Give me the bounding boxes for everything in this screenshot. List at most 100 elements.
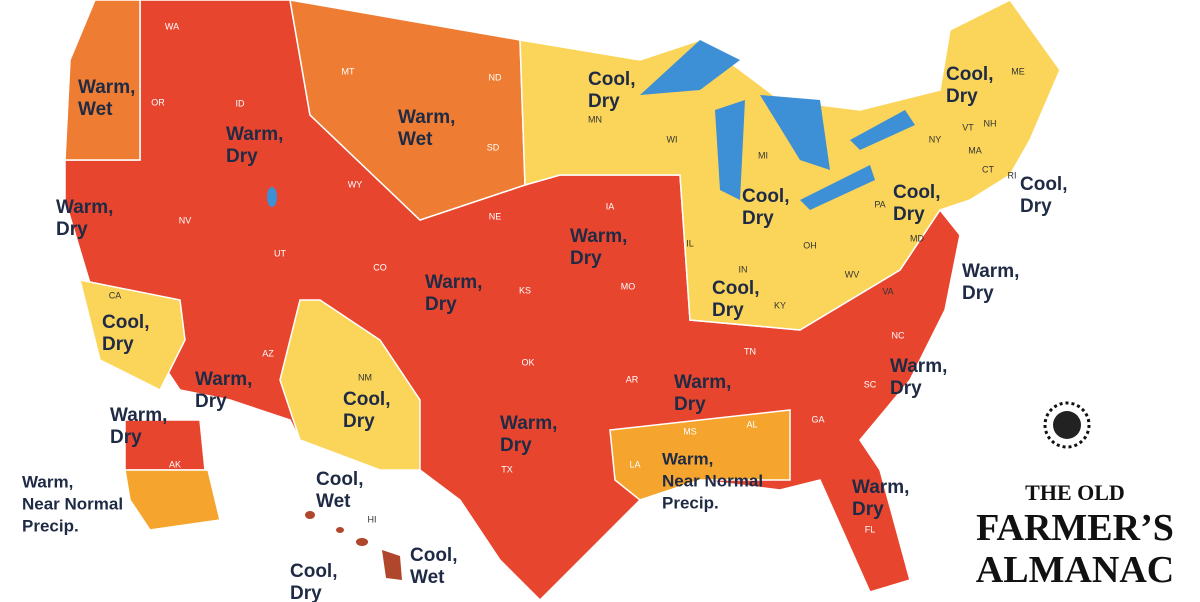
region-label: Dry	[290, 583, 322, 602]
state-label: MT	[342, 66, 355, 76]
state-label: UT	[274, 248, 286, 258]
region-label: Warm,	[226, 124, 283, 145]
region-labels: Warm,Wet Warm,WetCool,DryCool,DryWarm,Dry…	[22, 64, 1068, 602]
region-label: Cool,	[316, 469, 364, 490]
lake	[267, 187, 277, 207]
logo-text: ALMANAC	[976, 549, 1174, 591]
state-label: WA	[165, 21, 179, 31]
region-label: Wet	[410, 567, 445, 588]
region-label: Dry	[1020, 196, 1052, 217]
state-label: NV	[179, 215, 192, 225]
region-label: Warm,	[78, 77, 135, 98]
warm-wet-region	[289, 0, 526, 221]
region-label: Dry	[56, 219, 88, 240]
state-label: ID	[236, 98, 246, 108]
region-label: Dry	[425, 294, 457, 315]
region-label: Near Normal	[662, 471, 763, 490]
regions	[64, 0, 1061, 602]
near-normal-region	[609, 409, 791, 501]
region-label: Wet	[398, 129, 433, 150]
region-label: Warm,	[852, 477, 909, 498]
region-label: Warm,	[425, 272, 482, 293]
region-label: Dry	[570, 248, 602, 269]
region-label: Dry	[588, 91, 620, 112]
logo: THE OLD FARMER’S ALMANAC	[976, 401, 1174, 591]
state-label: AK	[169, 459, 181, 469]
alaska-near-normal	[124, 469, 221, 531]
region-label: Cool,	[712, 278, 760, 299]
region-label: Cool,	[410, 545, 458, 566]
island	[382, 550, 402, 580]
region-label: Cool,	[946, 64, 994, 85]
state-label: WV	[845, 269, 860, 279]
state-label: SC	[864, 379, 877, 389]
region-label: Warm,	[962, 261, 1019, 282]
state-label: IA	[606, 201, 615, 211]
state-label: PA	[874, 199, 885, 209]
region-label: Warm,	[195, 369, 252, 390]
region-label: Dry	[712, 300, 744, 321]
state-label: CO	[373, 262, 387, 272]
state-label: AZ	[262, 348, 274, 358]
lake	[800, 165, 875, 210]
state-label: AL	[746, 419, 757, 429]
region-label: Cool,	[1020, 174, 1068, 195]
region-label: Cool,	[588, 69, 636, 90]
state-labels: WA OR ID MT ND MN WI MI NY VT NH ME MA C…	[109, 21, 1025, 534]
region-label: Cool,	[343, 389, 391, 410]
state-label: TN	[744, 346, 756, 356]
state-label: NC	[892, 330, 905, 340]
region-label: Dry	[110, 427, 142, 448]
state-label: OH	[803, 240, 817, 250]
region-label: Dry	[226, 146, 258, 167]
state-label: MO	[621, 281, 636, 291]
region-label: Warm,	[890, 356, 947, 377]
state-label: GA	[811, 414, 824, 424]
region-label: Dry	[343, 411, 375, 432]
region-label: Dry	[195, 391, 227, 412]
region-label: Precip.	[662, 493, 719, 512]
region-label: Cool,	[290, 561, 338, 582]
region-label: Cool,	[742, 186, 790, 207]
state-label: NH	[984, 118, 997, 128]
logo-text: THE OLD	[1025, 480, 1125, 505]
state-label: WI	[667, 134, 678, 144]
lake	[760, 95, 830, 170]
region-label: Dry	[946, 86, 978, 107]
warm-wet-region	[64, 0, 141, 161]
state-label: OR	[151, 97, 165, 107]
region-label: Wet	[316, 491, 351, 512]
region-label: Dry	[962, 283, 994, 304]
region-label: Dry	[852, 499, 884, 520]
state-label: LA	[629, 459, 640, 469]
region-label: Cool,	[102, 312, 150, 333]
state-label: TX	[501, 464, 513, 474]
state-label: IN	[739, 264, 748, 274]
lake	[640, 40, 740, 95]
region-label: Dry	[500, 435, 532, 456]
region-label: Warm,	[674, 372, 731, 393]
state-label: IL	[686, 238, 694, 248]
state-label: RI	[1008, 170, 1017, 180]
state-label: ME	[1011, 66, 1025, 76]
state-label: NE	[489, 211, 502, 221]
region-label: Warm,	[500, 413, 557, 434]
state-label: MN	[588, 114, 602, 124]
state-label: AR	[626, 374, 639, 384]
lake	[850, 110, 915, 150]
hawaii	[305, 511, 402, 580]
lake	[715, 100, 745, 200]
region-label: Warm,	[56, 197, 113, 218]
region-label: Dry	[674, 394, 706, 415]
cool-dry-region	[78, 279, 186, 392]
state-label: KY	[774, 300, 786, 310]
state-label: CA	[109, 290, 122, 300]
state-label: FL	[865, 524, 876, 534]
state-label: NJ	[973, 209, 984, 219]
state-label: VT	[962, 122, 974, 132]
region-label: Dry	[890, 378, 922, 399]
island	[356, 538, 368, 546]
state-label: NY	[929, 134, 942, 144]
state-label: OK	[521, 357, 534, 367]
state-label: CT	[982, 164, 994, 174]
